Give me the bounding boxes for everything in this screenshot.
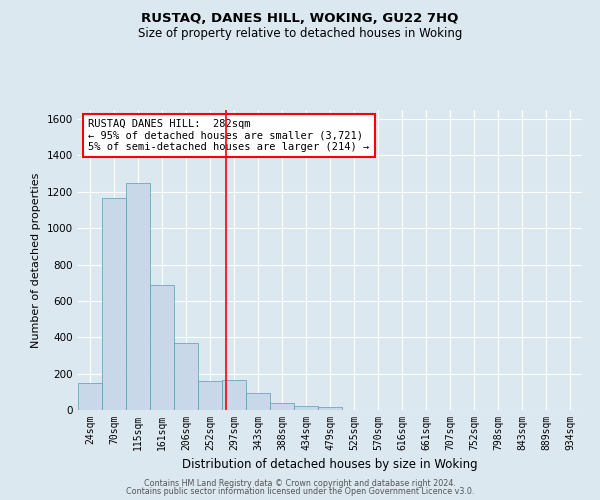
Bar xyxy=(198,380,222,410)
Text: RUSTAQ, DANES HILL, WOKING, GU22 7HQ: RUSTAQ, DANES HILL, WOKING, GU22 7HQ xyxy=(142,12,458,26)
X-axis label: Distribution of detached houses by size in Woking: Distribution of detached houses by size … xyxy=(182,458,478,471)
Bar xyxy=(78,383,102,410)
Text: RUSTAQ DANES HILL:  282sqm
← 95% of detached houses are smaller (3,721)
5% of se: RUSTAQ DANES HILL: 282sqm ← 95% of detac… xyxy=(88,119,370,152)
Text: Contains HM Land Registry data © Crown copyright and database right 2024.: Contains HM Land Registry data © Crown c… xyxy=(144,478,456,488)
Bar xyxy=(174,342,198,410)
Bar xyxy=(318,408,342,410)
Bar xyxy=(222,380,246,410)
Bar xyxy=(294,406,318,410)
Bar xyxy=(126,183,150,410)
Bar xyxy=(102,198,126,410)
Bar xyxy=(246,393,270,410)
Y-axis label: Number of detached properties: Number of detached properties xyxy=(31,172,41,348)
Text: Size of property relative to detached houses in Woking: Size of property relative to detached ho… xyxy=(138,28,462,40)
Bar xyxy=(270,403,294,410)
Text: Contains public sector information licensed under the Open Government Licence v3: Contains public sector information licen… xyxy=(126,487,474,496)
Bar xyxy=(150,286,174,410)
